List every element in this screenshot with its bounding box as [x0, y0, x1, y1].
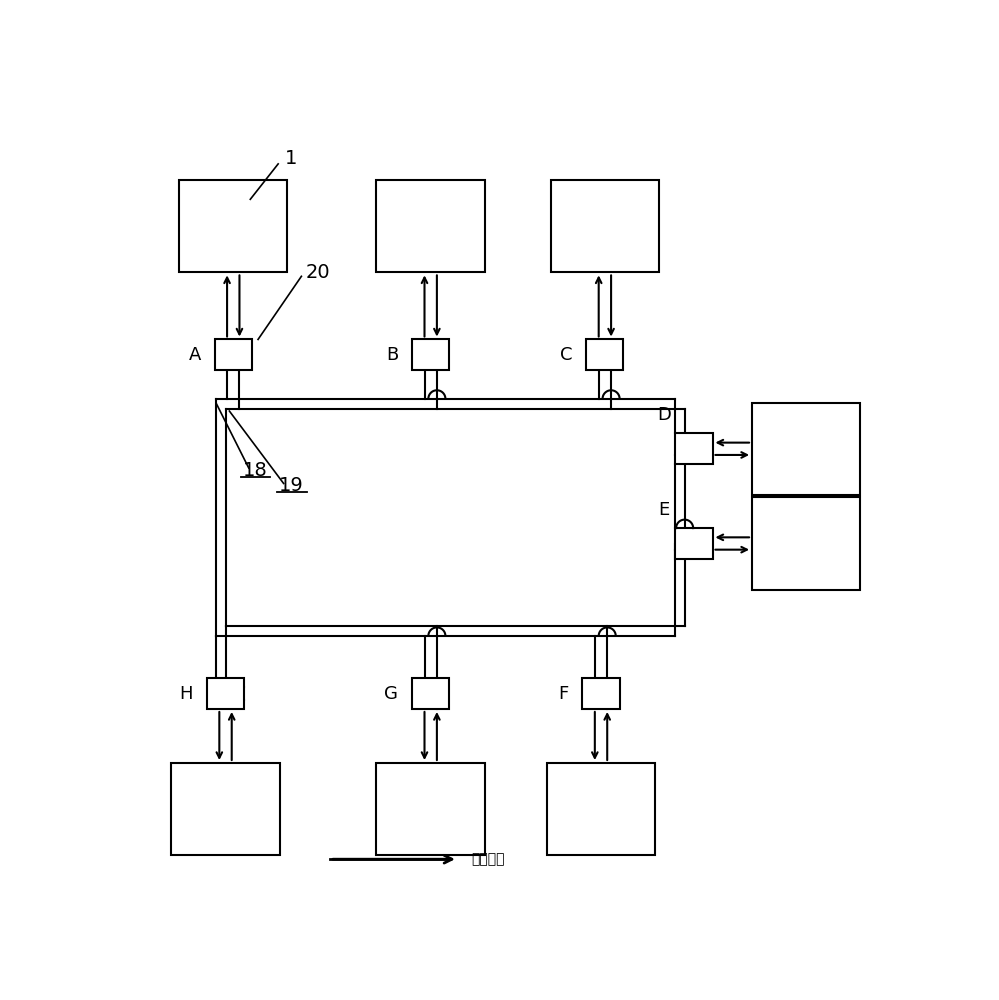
Text: A: A	[189, 346, 201, 364]
Text: 1: 1	[285, 149, 298, 168]
Text: 19: 19	[279, 476, 304, 495]
Bar	[207, 678, 244, 709]
Text: B: B	[386, 346, 399, 364]
Text: 18: 18	[243, 461, 268, 480]
Text: H: H	[180, 685, 193, 703]
Bar	[179, 180, 288, 272]
Text: 流动方向: 流动方向	[472, 852, 505, 866]
Text: C: C	[559, 346, 572, 364]
Text: G: G	[385, 685, 399, 703]
Text: F: F	[558, 685, 568, 703]
Bar	[377, 763, 485, 855]
Bar	[413, 339, 450, 370]
Text: D: D	[656, 406, 670, 424]
Bar	[675, 528, 712, 559]
Text: E: E	[658, 501, 669, 519]
Bar	[215, 339, 252, 370]
Bar	[550, 180, 659, 272]
Bar	[582, 678, 619, 709]
Bar	[546, 763, 655, 855]
Bar	[752, 497, 860, 590]
Bar	[675, 433, 712, 464]
Bar	[752, 403, 860, 495]
Bar	[586, 339, 623, 370]
Bar	[413, 678, 450, 709]
Text: 20: 20	[306, 263, 331, 282]
Bar	[172, 763, 280, 855]
Bar	[377, 180, 485, 272]
